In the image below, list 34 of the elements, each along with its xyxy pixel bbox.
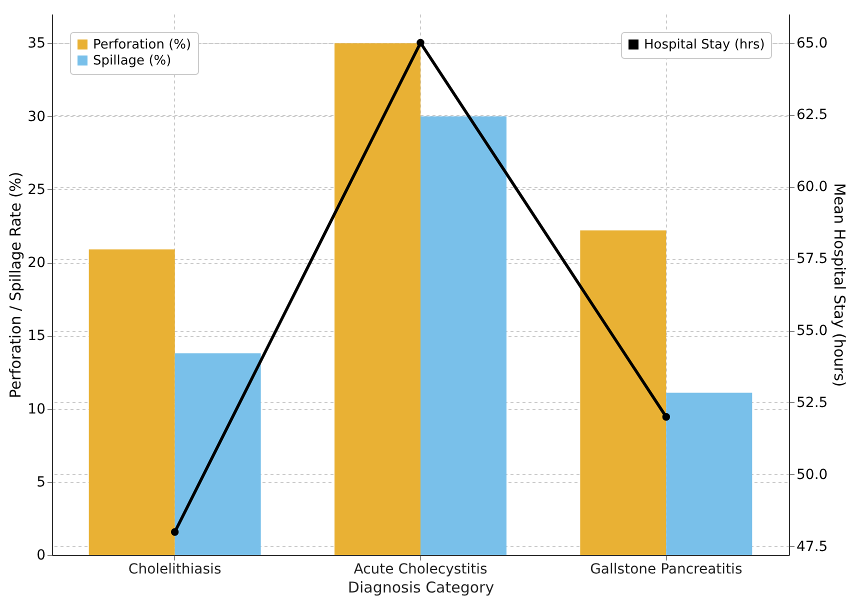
y2-tick-label: 55.0 [796, 323, 828, 340]
y2-tick-label: 52.5 [796, 394, 828, 411]
y2-tick-label: 62.5 [796, 107, 828, 124]
y-tick-label: 35 [28, 36, 46, 52]
y-axis-title: Perforation / Spillage Rate (%) [6, 172, 25, 398]
y2-axis-title: Mean Hospital Stay (hours) [830, 183, 849, 387]
bar [666, 392, 752, 555]
x-axis-title: Diagnosis Category [348, 578, 494, 596]
x-tick-label: Cholelithiasis [128, 562, 222, 578]
y2-tick-label: 47.5 [796, 538, 828, 555]
x-tick-label: Acute Cholecystitis [354, 562, 488, 578]
point [170, 528, 179, 536]
y2-tick-label: 60.0 [796, 179, 828, 196]
point [662, 413, 670, 421]
legend-label: Spillage (%) [93, 54, 172, 68]
y-tick-label: 25 [28, 182, 46, 198]
y-tick-label: 0 [36, 548, 46, 564]
y-tick-label: 20 [28, 255, 46, 272]
y2-tick-label: 65.0 [796, 35, 828, 52]
legend-label: Perforation (%) [93, 38, 192, 52]
y-tick-label: 10 [28, 401, 46, 418]
legend-label: Hospital Stay (hrs) [644, 38, 765, 52]
bar [88, 249, 175, 555]
y-tick-label: 30 [28, 108, 46, 125]
y2-tick-label: 50.0 [796, 466, 828, 483]
point [416, 38, 424, 47]
y-tick-label: 5 [36, 474, 46, 490]
x-tick-label: Gallstone Pancreatitis [590, 562, 742, 578]
bar [420, 116, 506, 555]
bar [174, 353, 261, 555]
y-tick-label: 15 [28, 328, 46, 344]
bar [580, 230, 666, 555]
y2-tick-label: 57.5 [796, 251, 828, 268]
bar [334, 43, 420, 555]
